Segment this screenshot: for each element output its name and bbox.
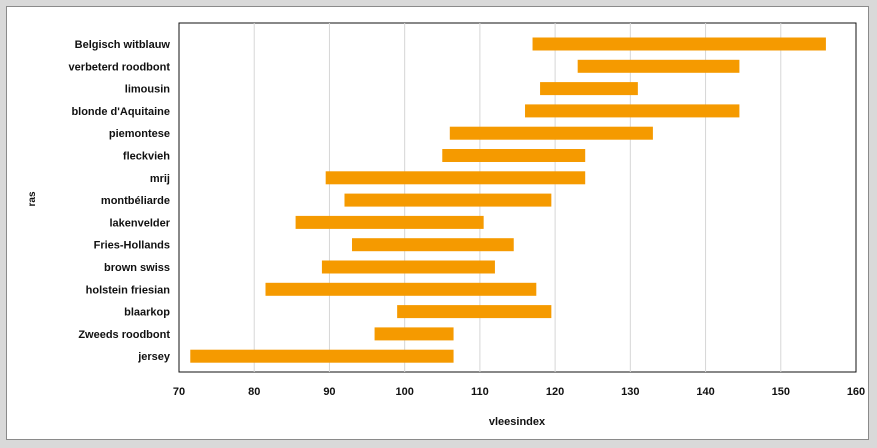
- x-tick-label: 150: [772, 386, 790, 398]
- category-label: holstein friesian: [86, 284, 171, 296]
- category-label: Belgisch witblauw: [75, 39, 171, 51]
- category-label: Fries-Hollands: [94, 240, 170, 252]
- category-label: mrij: [150, 173, 170, 185]
- bar-1: [577, 59, 740, 73]
- bar-3: [525, 104, 740, 118]
- category-label: limousin: [125, 84, 171, 96]
- x-tick-label: 160: [847, 386, 865, 398]
- x-tick-label: 70: [173, 386, 185, 398]
- bar-12: [397, 305, 552, 319]
- chart-frame: Belgisch witblauw verbeterd roodbont limou…: [6, 6, 869, 440]
- x-tick-label: 140: [696, 386, 714, 398]
- x-tick-label: 100: [395, 386, 413, 398]
- gridlines: [253, 23, 782, 372]
- range-bar-chart: Belgisch witblauw verbeterd roodbont limou…: [27, 22, 865, 428]
- bar-0: [532, 37, 826, 51]
- category-labels: Belgisch witblauw verbeterd roodbont limou…: [69, 39, 171, 363]
- x-tick-label: 110: [471, 386, 489, 398]
- category-label: jersey: [137, 351, 171, 363]
- bar-11: [265, 282, 537, 296]
- category-label: brown swiss: [104, 262, 170, 274]
- category-label: lakenvelder: [109, 217, 170, 229]
- x-tick-label: 120: [546, 386, 564, 398]
- y-axis-label: ras: [27, 191, 38, 206]
- category-label: blonde d'Aquitaine: [71, 106, 170, 118]
- x-tick-label: 90: [323, 386, 335, 398]
- category-label: montbéliarde: [101, 195, 170, 207]
- bar-6: [325, 171, 586, 185]
- bar-13: [374, 327, 454, 341]
- x-axis-label: vleesindex: [489, 416, 546, 428]
- x-tick-labels: 70 80 90 100 110 120 130 140 150 160: [173, 386, 865, 398]
- bar-8: [295, 215, 484, 229]
- bar-10: [321, 260, 495, 274]
- category-label: Zweeds roodbont: [78, 329, 170, 341]
- category-label: blaarkop: [124, 307, 170, 319]
- category-label: piemontese: [109, 128, 170, 140]
- bar-4: [449, 126, 653, 140]
- bar-9: [352, 238, 514, 252]
- category-label: fleckvieh: [123, 151, 170, 163]
- bars: [190, 37, 826, 363]
- bar-5: [442, 149, 586, 162]
- x-tick-label: 80: [248, 386, 260, 398]
- bar-7: [344, 193, 552, 207]
- x-tick-label: 130: [621, 386, 639, 398]
- bar-14: [190, 349, 454, 363]
- category-label: verbeterd roodbont: [69, 61, 171, 73]
- bar-2: [540, 82, 638, 96]
